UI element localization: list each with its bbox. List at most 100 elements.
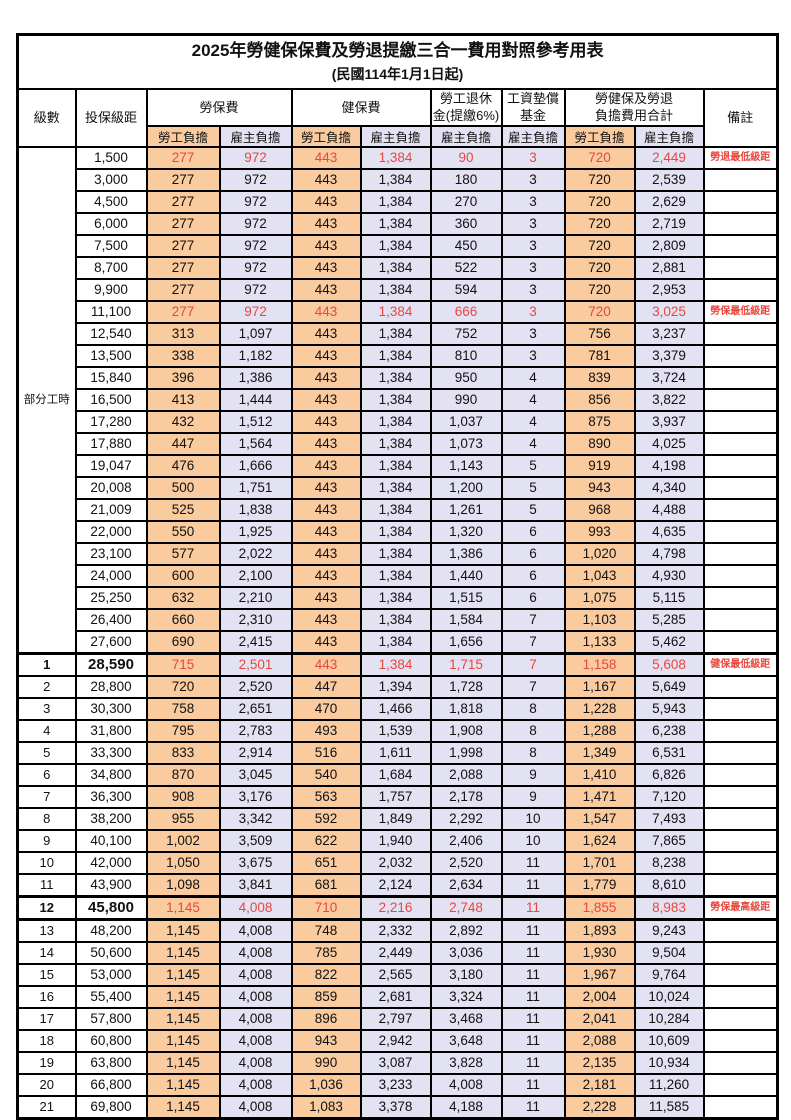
value-cell: 277 <box>145 233 221 258</box>
subheader-pension-employer: 雇主負擔 <box>429 124 503 148</box>
value-cell: 7,493 <box>633 806 705 831</box>
bracket-cell: 34,800 <box>74 762 148 787</box>
table-body: 部分工時 1,500 277 972 443 1,384 90 3 720 2,449 勞退最低級距… <box>16 145 779 1119</box>
value-cell: 1,384 <box>359 409 432 434</box>
bracket-cell: 19,047 <box>74 453 148 478</box>
value-cell: 5 <box>500 497 566 522</box>
value-cell: 4,930 <box>633 563 705 588</box>
value-cell: 516 <box>290 740 362 765</box>
value-cell: 1,145 <box>145 1072 221 1097</box>
value-cell: 4,488 <box>633 497 705 522</box>
value-cell: 1,098 <box>145 872 221 897</box>
value-cell: 1,036 <box>290 1072 362 1097</box>
value-cell: 1,751 <box>218 475 293 500</box>
note-cell <box>702 850 779 875</box>
bracket-cell: 8,700 <box>74 255 148 280</box>
value-cell: 651 <box>290 850 362 875</box>
level-cell: 20 <box>16 1072 77 1097</box>
value-cell: 493 <box>290 718 362 743</box>
value-cell: 443 <box>290 475 362 500</box>
bracket-cell: 30,300 <box>74 696 148 721</box>
value-cell: 413 <box>145 387 221 412</box>
value-cell: 11 <box>500 917 566 943</box>
value-cell: 810 <box>429 343 503 368</box>
bracket-cell: 28,800 <box>74 674 148 699</box>
table-row: 20,008 500 1,751 443 1,384 1,200 5 943 4,340 <box>18 475 779 500</box>
note-cell <box>702 872 779 897</box>
subheader-wage-fund-employer: 雇主負擔 <box>500 124 566 148</box>
table-row: 10 42,000 1,050 3,675 651 2,032 2,520 11 1,701 8,… <box>16 850 779 875</box>
value-cell: 10,024 <box>633 984 705 1009</box>
value-cell: 1,075 <box>563 585 636 610</box>
value-cell: 1,384 <box>359 387 432 412</box>
value-cell: 443 <box>290 497 362 522</box>
value-cell: 2,178 <box>429 784 503 809</box>
value-cell: 550 <box>145 519 221 544</box>
value-cell: 4,188 <box>429 1094 503 1119</box>
value-cell: 972 <box>218 211 293 236</box>
bracket-cell: 17,880 <box>74 431 148 456</box>
note-cell <box>702 962 779 987</box>
value-cell: 2,634 <box>429 872 503 897</box>
level-cell: 13 <box>16 917 77 943</box>
value-cell: 600 <box>145 563 221 588</box>
value-cell: 3,045 <box>218 762 293 787</box>
value-cell: 9 <box>500 784 566 809</box>
bracket-cell: 3,000 <box>74 167 148 192</box>
bracket-cell: 21,009 <box>74 497 148 522</box>
value-cell: 720 <box>563 233 636 258</box>
value-cell: 313 <box>145 321 221 346</box>
value-cell: 277 <box>145 189 221 214</box>
bracket-cell: 31,800 <box>74 718 148 743</box>
value-cell: 11 <box>500 1050 566 1075</box>
value-cell: 2,914 <box>218 740 293 765</box>
level-cell: 19 <box>16 1050 77 1075</box>
value-cell: 470 <box>290 696 362 721</box>
level-cell: 8 <box>16 806 77 831</box>
value-cell: 2,292 <box>429 806 503 831</box>
value-cell: 720 <box>145 674 221 699</box>
value-cell: 875 <box>563 409 636 434</box>
note-cell <box>702 453 779 478</box>
value-cell: 277 <box>145 299 221 324</box>
value-cell: 2,539 <box>633 167 705 192</box>
value-cell: 11 <box>500 850 566 875</box>
value-cell: 396 <box>145 365 221 390</box>
value-cell: 447 <box>145 431 221 456</box>
bracket-cell: 22,000 <box>74 519 148 544</box>
value-cell: 443 <box>290 365 362 390</box>
bracket-cell: 6,000 <box>74 211 148 236</box>
value-cell: 943 <box>563 475 636 500</box>
table-row: 6,000 277 972 443 1,384 360 3 720 2,719 <box>18 211 779 236</box>
note-cell <box>702 563 779 588</box>
value-cell: 1,384 <box>359 563 432 588</box>
value-cell: 2,651 <box>218 696 293 721</box>
value-cell: 1,838 <box>218 497 293 522</box>
value-cell: 5,285 <box>633 607 705 632</box>
value-cell: 277 <box>145 211 221 236</box>
value-cell: 890 <box>563 431 636 456</box>
value-cell: 1,384 <box>359 189 432 214</box>
value-cell: 3,724 <box>633 365 705 390</box>
note-cell <box>702 607 779 632</box>
value-cell: 1,288 <box>563 718 636 743</box>
value-cell: 9,764 <box>633 962 705 987</box>
value-cell: 10,609 <box>633 1028 705 1053</box>
value-cell: 7 <box>500 674 566 699</box>
value-cell: 2,415 <box>218 629 293 654</box>
bracket-cell: 23,100 <box>74 541 148 566</box>
value-cell: 270 <box>429 189 503 214</box>
value-cell: 443 <box>290 585 362 610</box>
value-cell: 2,135 <box>563 1050 636 1075</box>
value-cell: 4,008 <box>218 962 293 987</box>
level-cell: 15 <box>16 962 77 987</box>
table-row: 23,100 577 2,022 443 1,384 1,386 6 1,020 4,798 <box>18 541 779 566</box>
table-row: 16 55,400 1,145 4,008 859 2,681 3,324 11 2,004 10… <box>16 984 779 1009</box>
header-note: 備註 <box>702 87 779 148</box>
value-cell: 10,284 <box>633 1006 705 1031</box>
value-cell: 1,384 <box>359 233 432 258</box>
value-cell: 1,200 <box>429 475 503 500</box>
level-cell: 7 <box>16 784 77 809</box>
note-cell <box>702 365 779 390</box>
value-cell: 4,008 <box>218 1094 293 1119</box>
